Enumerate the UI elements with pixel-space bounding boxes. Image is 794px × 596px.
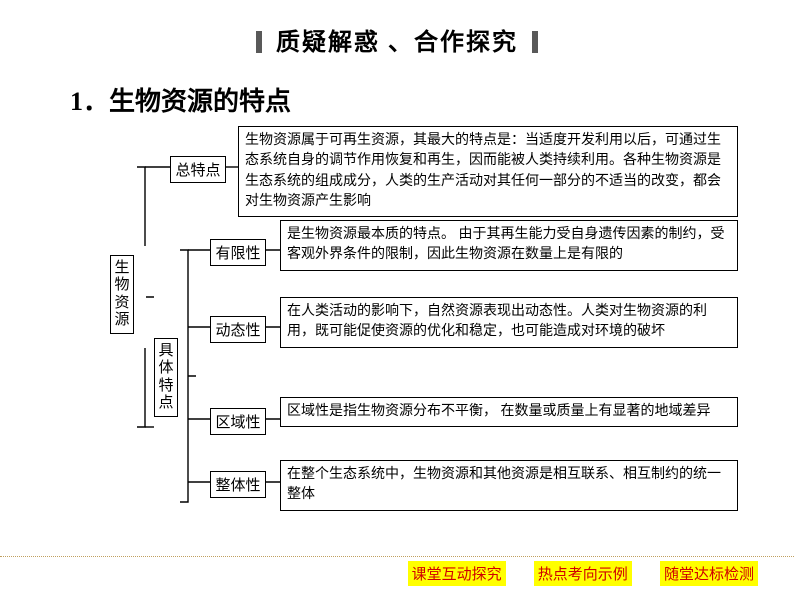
- page-header: 质疑解惑 、合作探究: [0, 0, 794, 57]
- item2-tag: 区域性: [210, 408, 266, 435]
- footer-link-3[interactable]: 随堂达标检测: [660, 561, 758, 586]
- branch1-tag: 总特点: [170, 156, 226, 183]
- footer-link-1[interactable]: 课堂互动探究: [408, 561, 506, 586]
- tree-diagram: 生物资源 总特点 生物资源属于可再生资源，其最大的特点是：当适度开发利用以后，可…: [110, 132, 750, 522]
- header-bar-right: [532, 31, 538, 53]
- root-label: 生物资源: [114, 260, 129, 328]
- header-bar-left: [256, 31, 262, 53]
- item1-tag: 动态性: [210, 316, 266, 343]
- footer-nav: 课堂互动探究 热点考向示例 随堂达标检测: [0, 561, 794, 586]
- item2-box: 区域性是指生物资源分布不平衡， 在数量或质量上有显著的地域差异: [280, 397, 738, 427]
- header-title: 质疑解惑 、合作探究: [276, 30, 518, 56]
- item0-box: 是生物资源最本质的特点。 由于其再生能力受自身遗传因素的制约，受客观外界条件的限…: [280, 220, 738, 271]
- section-text: 生物资源的特点: [109, 87, 291, 116]
- branch2-tag: 具体特点: [154, 338, 178, 417]
- item1-box: 在人类活动的影响下，自然资源表现出动态性。人类对生物资源的利用，既可能促使资源的…: [280, 297, 738, 348]
- section-title: 1．生物资源的特点: [0, 57, 794, 132]
- item3-box: 在整个生态系统中，生物资源和其他资源是相互联系、相互制约的统一整体: [280, 460, 738, 511]
- dotted-divider: [0, 556, 794, 558]
- branch1-box: 生物资源属于可再生资源，其最大的特点是：当适度开发利用以后，可通过生态系统自身的…: [238, 126, 738, 217]
- item0-tag: 有限性: [210, 239, 266, 266]
- footer-link-2[interactable]: 热点考向示例: [534, 561, 632, 586]
- root-node: 生物资源: [110, 255, 134, 334]
- item3-tag: 整体性: [210, 471, 266, 498]
- section-number: 1．: [70, 87, 109, 116]
